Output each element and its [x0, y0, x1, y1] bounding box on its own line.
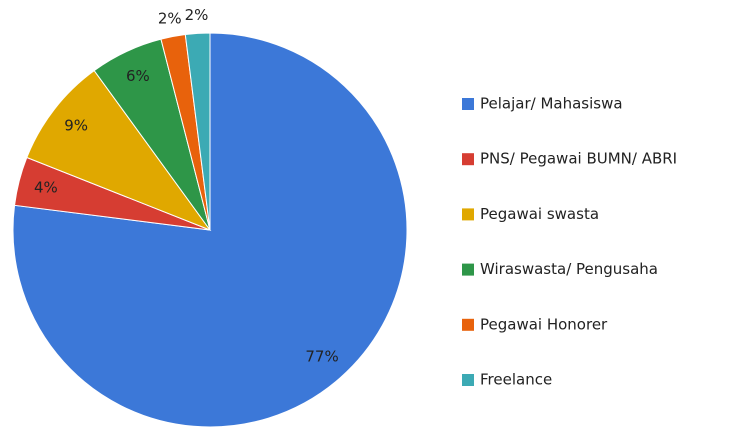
- legend-label: Pegawai swasta: [480, 205, 599, 223]
- legend-label: Pegawai Honorer: [480, 315, 608, 333]
- legend-label: Pelajar/ Mahasiswa: [480, 95, 623, 113]
- data-label: 2%: [185, 6, 209, 24]
- legend-label: Freelance: [480, 371, 552, 389]
- legend-swatch: [462, 98, 474, 110]
- legend-label: PNS/ Pegawai BUMN/ ABRI: [480, 150, 677, 168]
- pie-slice: [184, 32, 211, 231]
- data-label: 6%: [126, 67, 150, 85]
- legend-swatch: [462, 208, 474, 221]
- legend-label: Wiraswasta/ Pengusaha: [480, 260, 658, 278]
- legend-swatch: [462, 263, 474, 276]
- legend-swatch: [462, 153, 474, 166]
- pie-slice: [26, 69, 212, 232]
- legend-swatch: [462, 318, 474, 331]
- data-label: 9%: [64, 117, 88, 135]
- data-label: 77%: [305, 348, 338, 366]
- data-label: 4%: [34, 178, 58, 196]
- data-label: 2%: [158, 9, 182, 27]
- pie-slice: [12, 32, 408, 428]
- legend-swatch: [462, 374, 474, 386]
